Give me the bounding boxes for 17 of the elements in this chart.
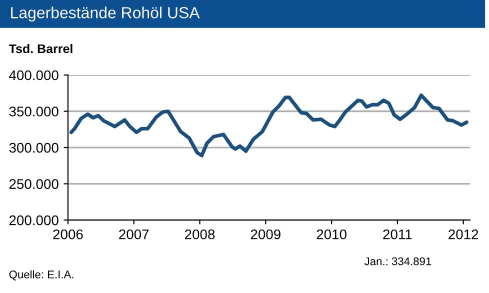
x-tick-label: 2008	[185, 229, 215, 240]
x-tick-label: 2009	[250, 229, 280, 240]
y-axis-title: Tsd. Barrel	[8, 44, 72, 54]
chart-title: Lagerbestände Rohöl USA	[11, 6, 200, 22]
y-tick-label: 350.000	[9, 106, 58, 116]
y-tick-label: 200.000	[9, 215, 58, 226]
y-tick-label: 300.000	[9, 142, 58, 153]
y-tick-label: 250.000	[9, 179, 58, 189]
source-note: Quelle: E.I.A.	[9, 270, 74, 280]
text: Jan.: 334.891	[364, 257, 432, 266]
x-tick-label: 2006	[53, 229, 83, 240]
x-tick-label: 2012	[448, 229, 478, 240]
y-tick-label: 400.000	[9, 70, 58, 80]
x-tick-label: 2010	[316, 229, 346, 240]
line-series	[69, 94, 468, 158]
x-tick-label: 2007	[119, 229, 149, 240]
x-tick-label: 2011	[383, 229, 412, 240]
